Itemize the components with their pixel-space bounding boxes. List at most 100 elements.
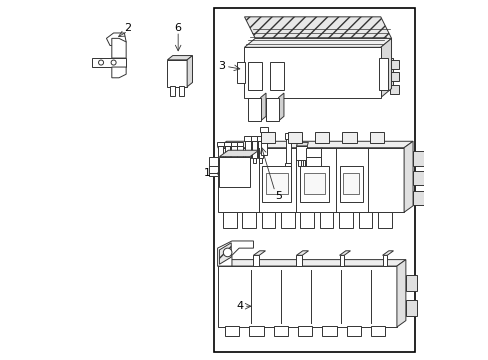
Bar bbox=[244, 140, 250, 158]
Bar bbox=[251, 140, 257, 158]
Bar bbox=[236, 141, 243, 146]
Bar bbox=[237, 62, 244, 83]
Bar bbox=[284, 134, 292, 139]
Bar bbox=[226, 159, 228, 164]
Bar bbox=[224, 326, 239, 336]
Bar bbox=[412, 171, 423, 185]
Bar bbox=[281, 212, 294, 228]
Bar bbox=[314, 132, 329, 143]
Circle shape bbox=[111, 60, 116, 65]
Bar bbox=[242, 212, 255, 228]
Polygon shape bbox=[112, 39, 126, 58]
Bar bbox=[342, 132, 356, 143]
Bar bbox=[244, 47, 380, 98]
Bar bbox=[265, 173, 287, 194]
Bar bbox=[322, 326, 336, 336]
Bar bbox=[296, 255, 302, 266]
Bar bbox=[257, 140, 263, 158]
Bar bbox=[247, 62, 262, 90]
Polygon shape bbox=[296, 142, 308, 146]
Bar bbox=[273, 326, 287, 336]
Polygon shape bbox=[320, 147, 322, 167]
Bar bbox=[319, 212, 333, 228]
Bar bbox=[224, 146, 230, 160]
Bar bbox=[265, 98, 278, 121]
Polygon shape bbox=[382, 251, 393, 255]
Bar bbox=[244, 136, 251, 140]
Bar bbox=[230, 141, 237, 146]
Text: 3: 3 bbox=[218, 61, 225, 71]
Polygon shape bbox=[380, 39, 391, 98]
Bar bbox=[269, 62, 284, 90]
Bar bbox=[217, 146, 223, 160]
Bar bbox=[389, 72, 398, 81]
Polygon shape bbox=[106, 33, 126, 45]
Bar bbox=[305, 148, 320, 157]
Bar bbox=[179, 86, 183, 96]
Bar bbox=[260, 127, 267, 132]
Polygon shape bbox=[187, 55, 192, 87]
Bar bbox=[170, 86, 175, 96]
Bar bbox=[249, 326, 263, 336]
Text: 2: 2 bbox=[124, 23, 131, 33]
Text: 4: 4 bbox=[236, 301, 243, 311]
Bar bbox=[287, 132, 302, 143]
Bar bbox=[217, 266, 396, 327]
Bar bbox=[389, 60, 398, 69]
Bar bbox=[382, 255, 386, 266]
Polygon shape bbox=[260, 93, 265, 121]
Bar bbox=[405, 275, 416, 291]
Bar bbox=[260, 132, 274, 143]
Bar bbox=[246, 158, 249, 163]
Text: 6: 6 bbox=[174, 23, 181, 33]
Polygon shape bbox=[167, 55, 192, 60]
Bar bbox=[389, 85, 398, 94]
Bar bbox=[370, 326, 385, 336]
Bar bbox=[214, 8, 414, 352]
Polygon shape bbox=[219, 243, 231, 264]
Bar bbox=[260, 132, 266, 155]
Polygon shape bbox=[396, 260, 405, 327]
Bar bbox=[369, 132, 383, 143]
Polygon shape bbox=[208, 157, 217, 176]
Polygon shape bbox=[244, 17, 391, 39]
Bar bbox=[297, 159, 300, 166]
Bar bbox=[285, 139, 291, 164]
Bar bbox=[412, 191, 423, 205]
Bar bbox=[217, 148, 403, 212]
Bar bbox=[224, 141, 230, 146]
Bar bbox=[305, 157, 320, 167]
Bar bbox=[217, 141, 223, 146]
Bar bbox=[250, 136, 257, 140]
Bar bbox=[167, 60, 187, 87]
Polygon shape bbox=[217, 241, 253, 266]
Polygon shape bbox=[112, 67, 126, 78]
Bar bbox=[339, 255, 344, 266]
Polygon shape bbox=[217, 260, 405, 266]
Polygon shape bbox=[278, 93, 284, 121]
Bar bbox=[257, 136, 264, 140]
Bar bbox=[223, 212, 236, 228]
Polygon shape bbox=[296, 251, 308, 255]
Polygon shape bbox=[217, 141, 412, 148]
Bar bbox=[378, 58, 387, 90]
Bar bbox=[405, 300, 416, 316]
Polygon shape bbox=[403, 141, 412, 212]
Bar bbox=[300, 166, 328, 202]
Bar bbox=[343, 173, 359, 194]
Bar bbox=[231, 146, 236, 160]
Polygon shape bbox=[92, 58, 126, 67]
Bar bbox=[378, 58, 392, 90]
Bar bbox=[377, 212, 391, 228]
Bar bbox=[261, 212, 275, 228]
Bar bbox=[339, 166, 362, 202]
Text: 1: 1 bbox=[203, 168, 211, 178]
Bar bbox=[259, 158, 261, 163]
Polygon shape bbox=[244, 39, 391, 47]
Text: 5: 5 bbox=[275, 191, 282, 201]
Bar bbox=[219, 159, 221, 164]
Bar bbox=[219, 157, 249, 187]
Polygon shape bbox=[253, 251, 265, 255]
Bar bbox=[346, 326, 360, 336]
Bar bbox=[412, 151, 423, 166]
